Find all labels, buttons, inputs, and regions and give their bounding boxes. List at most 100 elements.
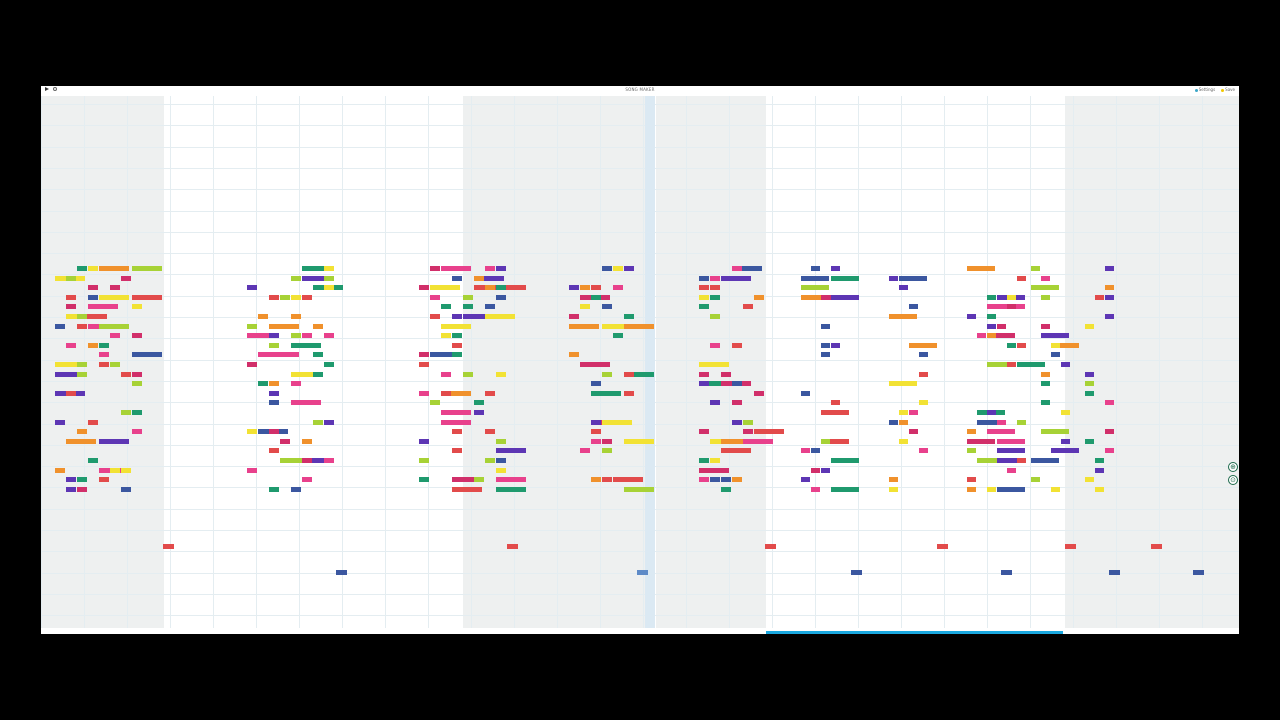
note-cell [291,343,321,348]
note-cell [977,420,1005,425]
note-cell [831,276,859,281]
note-cell [602,304,612,309]
note-cell [441,304,451,309]
note-cell [291,276,301,281]
note-cell [132,304,142,309]
grid-column-line [772,96,773,628]
note-cell [1105,266,1114,271]
note-cell [591,295,601,300]
note-cell [732,266,742,271]
note-cell [1105,448,1114,453]
note-cell [1085,324,1094,329]
note-cell [269,295,279,300]
note-cell [710,276,720,281]
note-cell [324,458,334,463]
save-dot-icon [1221,88,1225,92]
note-cell [66,304,76,309]
note-cell [88,266,98,271]
note-cell [624,266,634,271]
note-cell [743,429,753,434]
note-cell [1061,410,1070,415]
note-cell [419,352,429,357]
note-cell [1041,324,1050,329]
note-cell [699,381,709,386]
note-cell [1041,400,1050,405]
note-cell [132,333,142,338]
note-cell [889,487,898,492]
note-cell [88,343,98,348]
note-cell [496,477,526,482]
note-cell [710,314,720,319]
note-cell [569,314,579,319]
note-cell [831,458,859,463]
note-cell [419,285,429,290]
note-cell [441,391,451,396]
note-cell [1085,372,1094,377]
scroll-progress-bar[interactable] [766,631,1063,634]
note-cell [269,343,279,348]
note-cell [430,400,440,405]
note-cell [801,448,810,453]
zoom-in-icon[interactable]: ⊕ [1228,462,1238,472]
settings-button[interactable]: Settings [1194,87,1215,92]
note-cell [419,391,429,396]
note-cell [997,324,1006,329]
note-cell [247,285,257,290]
note-cell [624,314,634,319]
zoom-out-icon[interactable]: ⊙ [1228,475,1238,485]
percussion-note [1193,570,1204,575]
note-cell [1061,439,1070,444]
note-cell [419,458,429,463]
note-cell [1041,295,1050,300]
note-cell [324,333,334,338]
note-cell [1085,477,1094,482]
loop-icon[interactable] [53,87,57,91]
note-cell [624,372,654,377]
note-cell [302,477,312,482]
percussion-note [851,570,862,575]
note-cell [474,477,484,482]
note-cell [732,400,742,405]
grid-column-line [385,96,386,628]
note-cell [732,266,762,271]
note-cell [247,324,257,329]
note-cell [496,285,506,290]
play-icon[interactable] [45,87,49,91]
note-cell [743,304,753,309]
note-cell [496,372,506,377]
note-cell [1085,439,1094,444]
note-cell [247,468,257,473]
note-cell [496,458,506,463]
note-cell [754,391,764,396]
save-button[interactable]: Save [1221,87,1235,92]
note-cell [302,439,312,444]
note-cell [909,304,918,309]
note-cell [889,381,917,386]
note-cell [55,420,65,425]
note-cell [967,266,995,271]
note-cell [699,372,709,377]
note-cell [88,420,98,425]
grid-column-line [170,96,171,628]
note-cell [1105,429,1114,434]
note-cell [291,487,301,492]
note-cell [591,439,601,444]
note-cell [889,314,917,319]
note-cell [699,276,709,281]
note-cell [291,314,301,319]
grid-column-line [127,96,128,628]
note-grid[interactable] [41,96,1239,628]
note-cell [324,266,334,271]
note-cell [624,391,634,396]
note-cell [121,487,131,492]
note-cell [1051,448,1079,453]
note-cell [919,372,928,377]
note-cell [474,400,484,405]
note-cell [121,372,131,377]
note-cell [247,333,277,338]
note-cell [1017,362,1045,367]
note-cell [110,333,120,338]
grid-row-line [41,381,1239,382]
note-cell [121,410,131,415]
grid-row-line [41,466,1239,467]
